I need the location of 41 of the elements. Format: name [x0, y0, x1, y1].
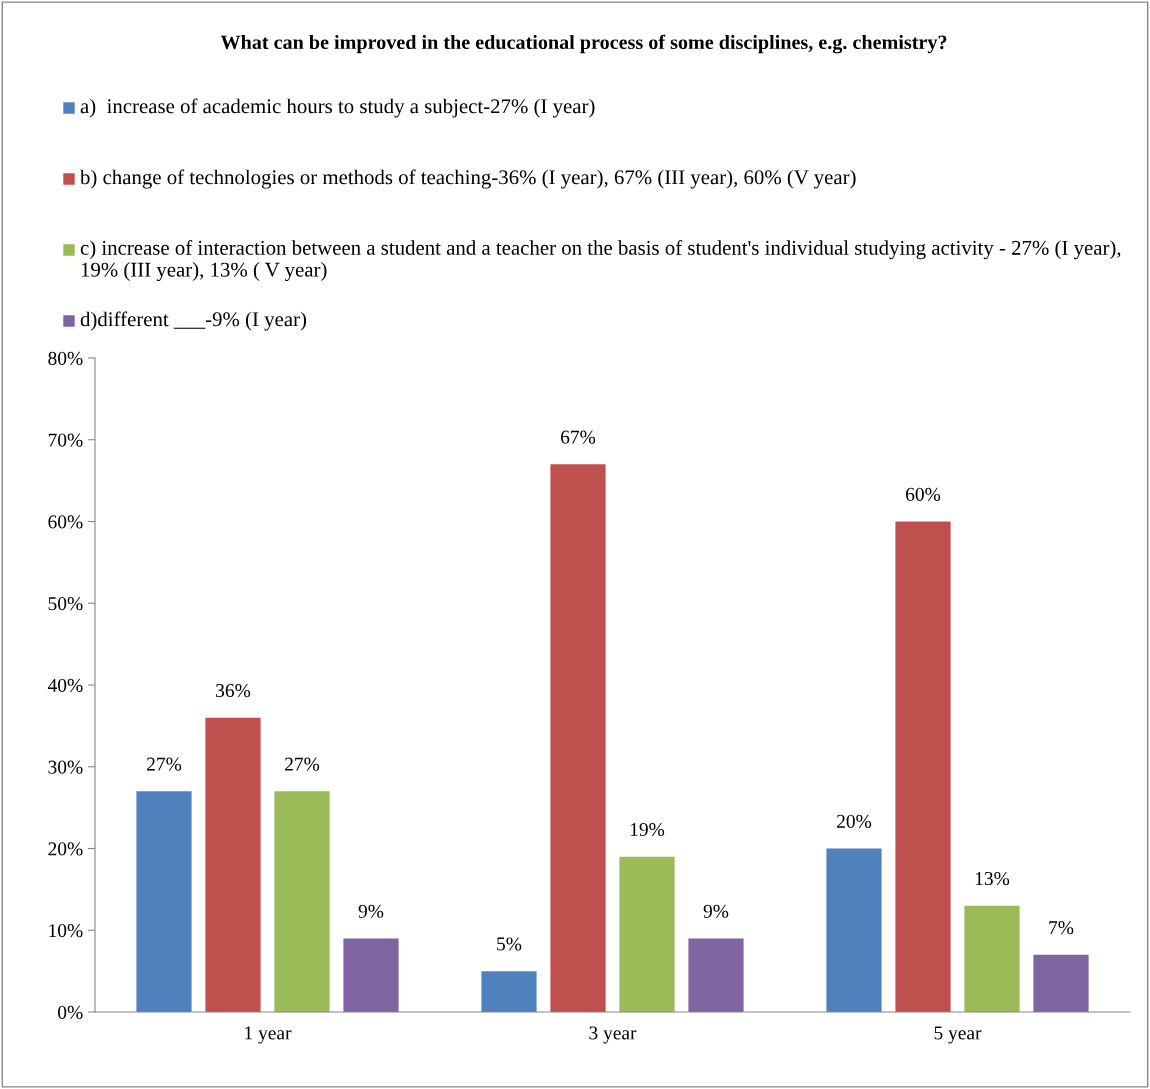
bar: [481, 971, 537, 1012]
bar: [619, 856, 675, 1012]
bar: [274, 791, 330, 1012]
y-tick-label: 20%: [48, 842, 83, 856]
data-label: 20%: [837, 814, 872, 828]
legend-label: a) increase of academic hours to study a subject-27% (I year): [80, 98, 595, 118]
bar: [550, 464, 606, 1012]
bar: [688, 938, 744, 1012]
bar: [205, 717, 261, 1012]
data-label: 9%: [703, 904, 729, 918]
data-label: 27%: [147, 757, 182, 771]
legend-label: c) increase of interaction between a student and a teacher on the basis of student's individual studying activity - 27% (I year), 19% (III year), 13% ( V year): [80, 240, 1121, 282]
y-tick-label: 80%: [48, 351, 83, 365]
data-label: 5%: [497, 937, 522, 951]
data-label: 7%: [1049, 921, 1074, 935]
chart-title: What can be improved in the educational process of some disciplines, e.g. chemistry?: [220, 34, 947, 54]
data-label: 13%: [975, 871, 1010, 886]
data-label: 19%: [630, 822, 665, 837]
y-tick-label: 70%: [48, 433, 83, 447]
x-tick-label: 1 year: [245, 1026, 292, 1044]
bar: [826, 848, 882, 1012]
data-label: 67%: [561, 430, 596, 444]
y-tick-label: 0%: [58, 1005, 83, 1019]
x-tick-label: 3 year: [589, 1026, 637, 1044]
y-tick-label: 10%: [49, 924, 83, 938]
legend-label: b) change of technologies or methods of teaching-36% (I year), 67% (III year), 60% (V year): [80, 169, 856, 189]
legend-label: d)different ___-9% (I year): [80, 311, 307, 331]
data-label: 27%: [285, 757, 320, 771]
data-label: 60%: [906, 487, 941, 501]
y-tick-label: 30%: [48, 760, 83, 774]
bar: [895, 521, 951, 1012]
y-tick-label: 60%: [48, 515, 83, 529]
bar: [136, 791, 192, 1012]
data-label: 36%: [216, 683, 251, 698]
y-tick-label: 40%: [47, 678, 83, 692]
bar: [964, 905, 1020, 1012]
bar: [343, 938, 399, 1012]
x-tick-label: 5 year: [934, 1026, 982, 1044]
y-tick-label: 50%: [48, 597, 83, 611]
data-label: 9%: [358, 904, 384, 918]
bar: [1033, 954, 1089, 1012]
